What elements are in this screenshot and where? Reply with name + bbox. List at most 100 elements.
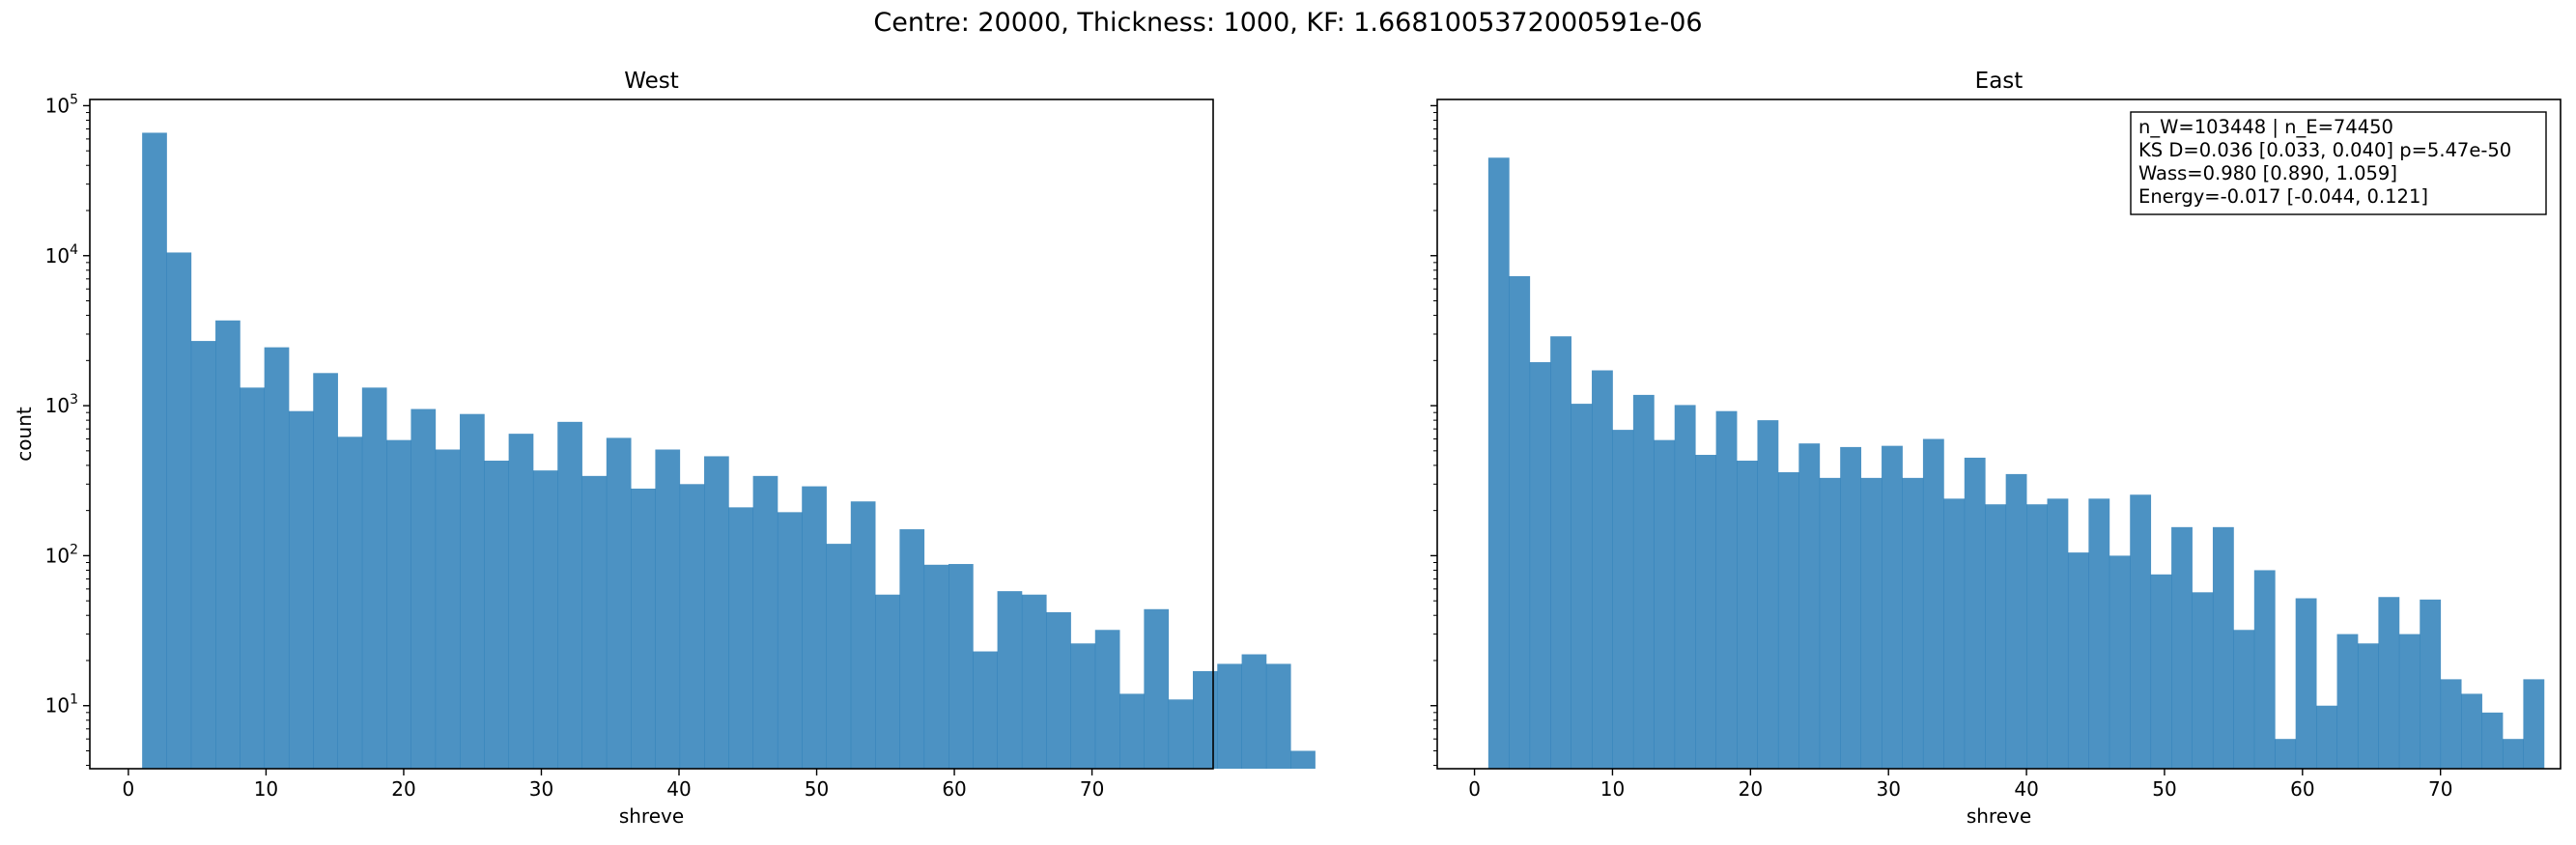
histogram-bar bbox=[752, 475, 778, 769]
axes-frame bbox=[1436, 99, 2562, 770]
histogram-bar bbox=[2295, 598, 2317, 769]
histogram-bar bbox=[1819, 477, 1841, 769]
histogram-bar bbox=[973, 651, 998, 769]
histogram-bar bbox=[1571, 404, 1593, 769]
histogram-bar bbox=[679, 484, 705, 769]
histogram-bar bbox=[1757, 420, 1779, 769]
histogram-bar bbox=[410, 408, 437, 769]
x-tick-label: 70 bbox=[1080, 777, 1104, 801]
histogram-bar bbox=[1840, 446, 1862, 769]
histogram-bar bbox=[313, 373, 338, 769]
y-tick-exponent: 3 bbox=[70, 392, 78, 408]
histogram-bar bbox=[899, 529, 925, 769]
histogram-bar bbox=[1715, 410, 1738, 769]
histogram-bar bbox=[1509, 275, 1531, 769]
y-tick-exponent: 2 bbox=[70, 542, 78, 557]
histogram-bar bbox=[850, 501, 876, 769]
stats-line: Wass=0.980 [0.890, 1.059] bbox=[2138, 162, 2397, 184]
histogram-bar bbox=[997, 591, 1023, 769]
stats-line: Energy=-0.017 [-0.044, 0.121] bbox=[2138, 185, 2428, 208]
y-tick-label: 103 bbox=[45, 392, 78, 417]
histogram-bar bbox=[704, 456, 729, 769]
histogram-bar bbox=[361, 387, 387, 769]
y-tick-label: 102 bbox=[45, 542, 78, 567]
y-tick-base: 10 bbox=[45, 394, 70, 417]
histogram-bar bbox=[2109, 555, 2131, 769]
stats-line: KS D=0.036 [0.033, 0.040] p=5.47e-50 bbox=[2138, 139, 2511, 161]
x-tick-label: 60 bbox=[942, 777, 966, 801]
histogram-bar bbox=[1612, 430, 1634, 769]
histogram-bar bbox=[2481, 712, 2504, 769]
x-tick-label: 10 bbox=[1600, 777, 1625, 801]
panel-title: West bbox=[624, 69, 679, 94]
histogram-bar bbox=[2440, 679, 2462, 769]
histogram-bar bbox=[1654, 439, 1676, 769]
histogram-bar bbox=[2316, 705, 2337, 769]
histogram-bars bbox=[1487, 157, 2545, 770]
x-axis-label: shreve bbox=[619, 804, 684, 828]
histogram-bar bbox=[1674, 405, 1696, 769]
stats-box bbox=[2130, 111, 2547, 215]
histogram-bar bbox=[1487, 157, 1510, 770]
histogram-bar bbox=[1529, 362, 1551, 769]
x-tick-label: 20 bbox=[1739, 777, 1763, 801]
histogram-bar bbox=[2336, 634, 2359, 769]
histogram-bar bbox=[1144, 608, 1170, 769]
y-tick-label: 105 bbox=[45, 92, 78, 117]
y-tick-base: 10 bbox=[45, 94, 70, 117]
x-tick-label: 0 bbox=[123, 777, 135, 801]
histogram-bar bbox=[557, 421, 582, 769]
y-tick-base: 10 bbox=[45, 544, 70, 567]
histogram-bar bbox=[142, 132, 167, 769]
y-tick-exponent: 4 bbox=[70, 242, 78, 258]
histogram-bar bbox=[1168, 699, 1194, 769]
histogram-bar bbox=[1241, 654, 1267, 769]
histogram-bar bbox=[1046, 611, 1071, 769]
histogram-bar bbox=[435, 449, 461, 769]
histogram-bar bbox=[1070, 643, 1096, 769]
histogram-bar bbox=[1550, 336, 1571, 769]
histogram-bar bbox=[1021, 594, 1047, 769]
histogram-bar bbox=[190, 341, 216, 769]
histogram-bar bbox=[1632, 394, 1655, 769]
x-tick-label: 10 bbox=[254, 777, 278, 801]
stats-line: n_W=103448 | n_E=74450 bbox=[2138, 116, 2393, 138]
histogram-bar bbox=[2275, 739, 2297, 769]
histogram-bar bbox=[728, 507, 754, 769]
histogram-bar bbox=[826, 544, 852, 769]
x-tick-label: 0 bbox=[1468, 777, 1481, 801]
x-tick-label: 40 bbox=[2014, 777, 2038, 801]
histogram-bar bbox=[581, 475, 608, 769]
histogram-bar bbox=[532, 470, 558, 769]
histogram-bar bbox=[2398, 634, 2420, 769]
x-tick-label: 50 bbox=[805, 777, 829, 801]
x-axis-label: shreve bbox=[1967, 804, 2031, 828]
histogram-bar bbox=[1094, 630, 1120, 769]
histogram-bar bbox=[1737, 461, 1758, 769]
histogram-bar bbox=[240, 387, 266, 769]
histogram-bar bbox=[948, 564, 974, 769]
y-tick-label: 101 bbox=[45, 692, 78, 718]
x-tick-label: 40 bbox=[666, 777, 691, 801]
histogram-bar bbox=[288, 410, 314, 769]
histogram-bar bbox=[1592, 370, 1613, 769]
x-tick-label: 70 bbox=[2428, 777, 2452, 801]
histogram-bar bbox=[1922, 438, 1944, 769]
histogram-bar bbox=[1943, 498, 1966, 769]
histogram-bar bbox=[508, 434, 534, 769]
histogram-bar bbox=[606, 437, 632, 769]
histogram-bar bbox=[1902, 477, 1924, 769]
histogram-bar bbox=[1882, 445, 1903, 769]
histogram-bar bbox=[2047, 498, 2069, 769]
histogram-bar bbox=[923, 564, 949, 769]
y-tick-base: 10 bbox=[45, 694, 70, 718]
histogram-bar bbox=[2357, 643, 2379, 769]
histogram-bar bbox=[875, 594, 900, 769]
histogram-bar bbox=[2130, 494, 2152, 769]
histogram-bar bbox=[2233, 630, 2255, 769]
y-tick-exponent: 5 bbox=[70, 92, 78, 107]
histogram-bar bbox=[631, 488, 656, 769]
histogram-bar bbox=[460, 413, 485, 769]
